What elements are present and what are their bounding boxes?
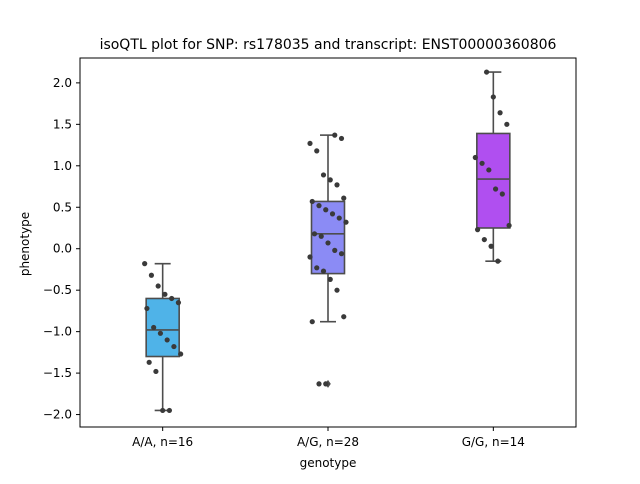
data-point — [151, 324, 157, 331]
y-tick-label: −0.5 — [43, 283, 72, 297]
plot-area: −2.0 −1.5 −1.0 −0.5 0.0 0.5 1.0 1.5 2.0 A/A, n=16… — [43, 69, 525, 449]
data-point — [338, 135, 345, 142]
data-point — [323, 207, 329, 213]
data-point — [146, 359, 152, 365]
data-point — [341, 314, 347, 320]
x-tick-label: A/G, n=28 — [297, 435, 359, 449]
data-point — [166, 407, 173, 414]
data-point — [160, 407, 166, 414]
data-point — [490, 94, 496, 100]
data-point — [495, 258, 501, 264]
y-tick-label: −2.0 — [43, 408, 72, 422]
data-point — [164, 337, 170, 343]
y-tick-label: −1.5 — [43, 366, 72, 380]
data-point — [343, 219, 349, 225]
data-point — [504, 121, 510, 127]
data-point — [309, 319, 315, 325]
data-point — [309, 198, 315, 205]
data-point — [144, 305, 150, 312]
y-tick-label: 1.0 — [53, 159, 72, 173]
y-tick-label: −1.0 — [43, 325, 72, 339]
data-point — [316, 381, 322, 387]
data-point — [162, 291, 168, 297]
data-point — [178, 351, 184, 357]
data-point — [497, 110, 503, 116]
data-point — [332, 247, 338, 253]
y-tick-label: 2.0 — [53, 76, 72, 90]
iqr-box — [310, 200, 346, 275]
data-point — [488, 243, 494, 249]
data-point — [320, 172, 327, 178]
data-point — [481, 236, 487, 243]
data-point — [316, 203, 322, 209]
data-point — [148, 272, 155, 278]
data-point — [327, 177, 333, 183]
data-point — [506, 222, 512, 229]
iqr-box — [476, 132, 511, 229]
data-point — [169, 295, 175, 302]
chart-title: isoQTL plot for SNP: rs178035 and transc… — [100, 37, 557, 53]
x-tick-label: A/A, n=16 — [132, 435, 193, 449]
data-point — [492, 186, 499, 192]
data-point — [334, 287, 340, 293]
data-point — [314, 148, 320, 154]
data-point — [153, 368, 159, 375]
data-point — [329, 211, 336, 217]
y-tick-label: 0.5 — [53, 200, 72, 214]
data-point — [336, 215, 342, 221]
data-point — [157, 330, 164, 336]
data-point — [474, 227, 481, 233]
y-axis-label: phenotype — [18, 212, 32, 276]
data-point — [332, 132, 338, 138]
data-point — [334, 182, 340, 188]
data-point — [171, 343, 177, 350]
data-point — [142, 261, 148, 267]
data-point — [327, 276, 333, 282]
data-point — [472, 154, 478, 161]
x-tick-label: G/G, n=14 — [462, 435, 525, 449]
data-point — [155, 283, 161, 289]
x-axis-label: genotype — [300, 456, 357, 470]
data-point — [499, 191, 505, 197]
data-point — [307, 254, 313, 260]
data-point — [323, 381, 329, 387]
data-point — [175, 300, 182, 306]
data-point — [338, 251, 345, 257]
data-point — [318, 233, 324, 239]
data-point — [486, 167, 492, 173]
data-point — [311, 231, 318, 237]
data-point — [320, 268, 327, 274]
data-point — [479, 160, 485, 166]
data-point — [483, 69, 490, 75]
data-point — [314, 265, 320, 271]
data-point — [325, 240, 331, 246]
y-tick-label: 1.5 — [53, 117, 72, 131]
axes-frame — [79, 57, 577, 428]
data-point — [307, 140, 313, 147]
data-point — [341, 195, 347, 201]
y-tick-label: 0.0 — [53, 242, 72, 256]
